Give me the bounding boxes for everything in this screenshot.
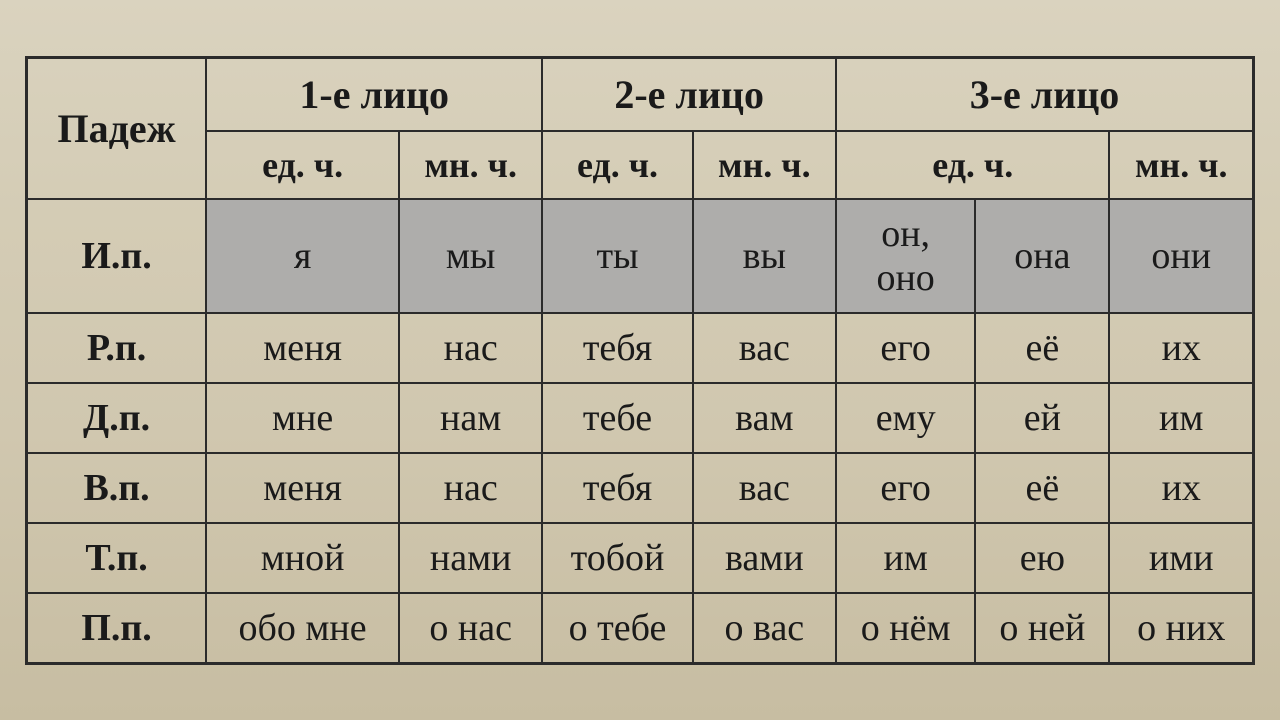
cell: нас: [399, 313, 542, 383]
table: Падеж 1-е лицо 2-е лицо 3-е лицо ед. ч. …: [25, 56, 1255, 665]
cell: её: [975, 453, 1109, 523]
cell: тобой: [542, 523, 692, 593]
cell: его: [836, 313, 975, 383]
header-case: Падеж: [27, 57, 207, 199]
header-person1: 1-е лицо: [206, 57, 542, 131]
row-accusative: В.п. меня нас тебя вас его её их: [27, 453, 1254, 523]
cell: их: [1109, 313, 1253, 383]
case-label: П.п.: [27, 593, 207, 664]
cell: тебя: [542, 453, 692, 523]
cell: я: [206, 199, 399, 313]
cell: вас: [693, 313, 836, 383]
case-label: В.п.: [27, 453, 207, 523]
case-label: Т.п.: [27, 523, 207, 593]
cell: их: [1109, 453, 1253, 523]
case-label: Р.п.: [27, 313, 207, 383]
cell: о них: [1109, 593, 1253, 664]
cell: ему: [836, 383, 975, 453]
cell: о вас: [693, 593, 836, 664]
cell: его: [836, 453, 975, 523]
cell: обо мне: [206, 593, 399, 664]
cell: о ней: [975, 593, 1109, 664]
cell: её: [975, 313, 1109, 383]
row-nominative: И.п. я мы ты вы он,оно она они: [27, 199, 1254, 313]
cell: меня: [206, 453, 399, 523]
cell: ею: [975, 523, 1109, 593]
cell: о нас: [399, 593, 542, 664]
cell: вас: [693, 453, 836, 523]
cell: они: [1109, 199, 1253, 313]
cell: нами: [399, 523, 542, 593]
row-dative: Д.п. мне нам тебе вам ему ей им: [27, 383, 1254, 453]
cell: нам: [399, 383, 542, 453]
cell: о нём: [836, 593, 975, 664]
cell: меня: [206, 313, 399, 383]
cell: ей: [975, 383, 1109, 453]
cell: мной: [206, 523, 399, 593]
pronoun-declension-table: Падеж 1-е лицо 2-е лицо 3-е лицо ед. ч. …: [25, 56, 1255, 665]
cell: о тебе: [542, 593, 692, 664]
cell: мне: [206, 383, 399, 453]
cell: ты: [542, 199, 692, 313]
header-person2: 2-е лицо: [542, 57, 836, 131]
cell: тебе: [542, 383, 692, 453]
row-instrumental: Т.п. мной нами тобой вами им ею ими: [27, 523, 1254, 593]
row-genitive: Р.п. меня нас тебя вас его её их: [27, 313, 1254, 383]
subheader-2pl: мн. ч.: [693, 131, 836, 199]
subheader-1pl: мн. ч.: [399, 131, 542, 199]
header-row-2: ед. ч. мн. ч. ед. ч. мн. ч. ед. ч. мн. ч…: [27, 131, 1254, 199]
header-person3: 3-е лицо: [836, 57, 1254, 131]
subheader-3sg: ед. ч.: [836, 131, 1109, 199]
case-label: Д.п.: [27, 383, 207, 453]
cell: она: [975, 199, 1109, 313]
cell: им: [836, 523, 975, 593]
cell: вами: [693, 523, 836, 593]
cell: он,оно: [836, 199, 975, 313]
row-prepositional: П.п. обо мне о нас о тебе о вас о нём о …: [27, 593, 1254, 664]
cell: им: [1109, 383, 1253, 453]
cell: мы: [399, 199, 542, 313]
cell: вам: [693, 383, 836, 453]
subheader-3pl: мн. ч.: [1109, 131, 1253, 199]
cell: вы: [693, 199, 836, 313]
subheader-1sg: ед. ч.: [206, 131, 399, 199]
header-row-1: Падеж 1-е лицо 2-е лицо 3-е лицо: [27, 57, 1254, 131]
case-label: И.п.: [27, 199, 207, 313]
cell: тебя: [542, 313, 692, 383]
subheader-2sg: ед. ч.: [542, 131, 692, 199]
cell: нас: [399, 453, 542, 523]
cell: ими: [1109, 523, 1253, 593]
